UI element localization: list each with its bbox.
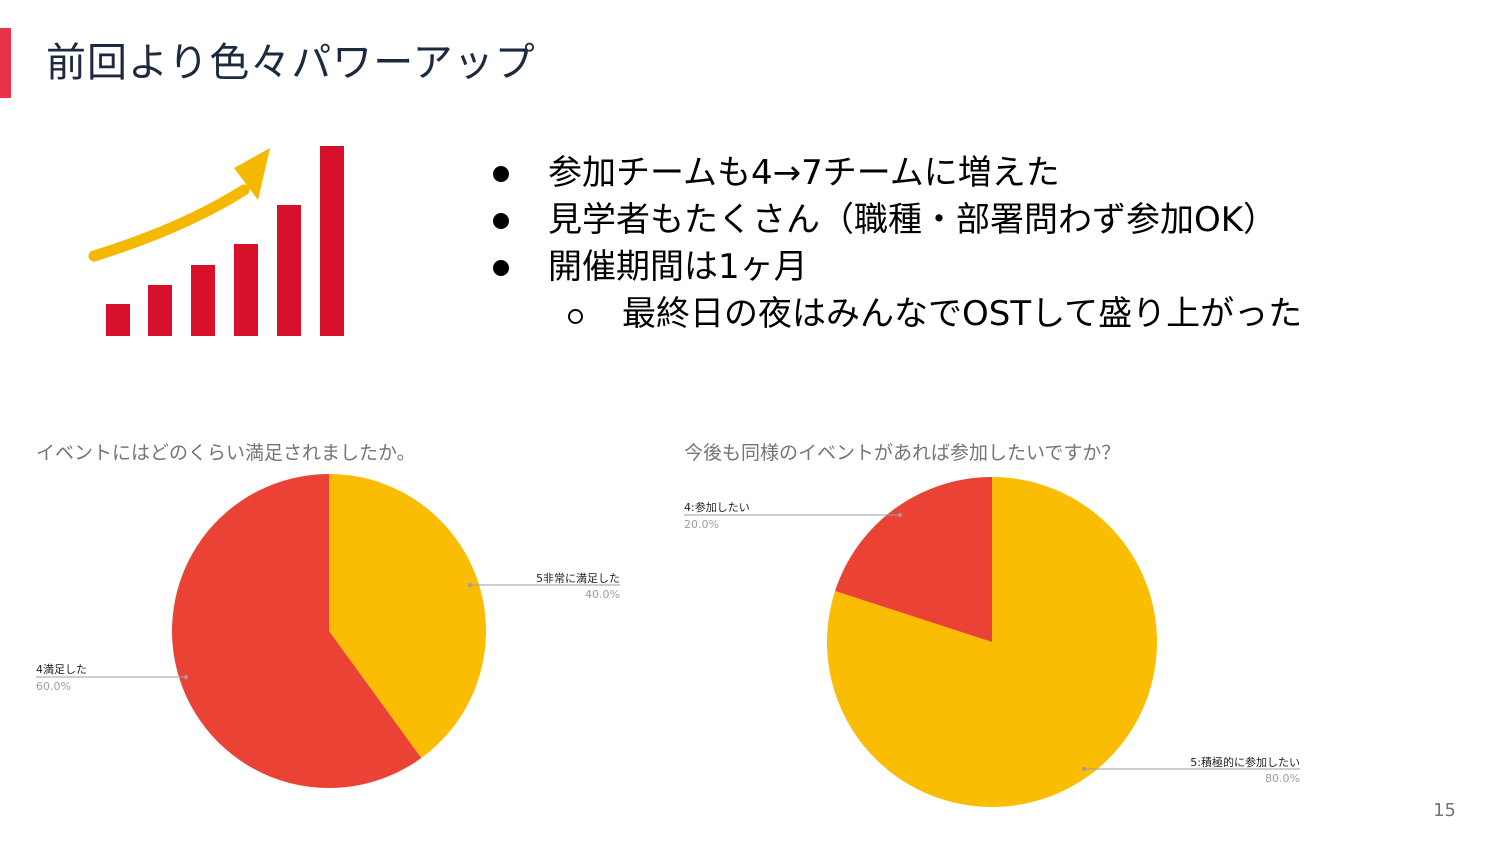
pie-leader-dot-1-1 <box>898 513 902 517</box>
bullet-list: 参加チームも4→7チームに増えた 見学者もたくさん（職種・部署問わず参加OK） … <box>490 150 1302 338</box>
sub-bullet-item: 最終日の夜はみんなでOSTして盛り上がった <box>490 291 1302 338</box>
page-title: 前回より色々パワーアップ <box>46 40 536 86</box>
chart-title-satisfaction: イベントにはどのくらい満足されましたか。 <box>36 442 416 464</box>
growth-bar-6 <box>320 146 344 336</box>
growth-chart-arrow-icon <box>88 146 344 336</box>
title-accent-bar <box>0 28 11 98</box>
growth-bar-5 <box>277 205 301 336</box>
pie-leader-dot-0-1 <box>184 675 188 679</box>
bullet-text: 開催期間は1ヶ月 <box>548 247 808 287</box>
page-number: 15 <box>1433 800 1456 821</box>
pie-label-0-1: 4満足した <box>36 663 87 676</box>
growth-arrow-head <box>234 148 270 200</box>
pie-leader-dot-1-0 <box>1082 767 1086 771</box>
pie-leader-dot-0-0 <box>468 583 472 587</box>
bullet-text: 見学者もたくさん（職種・部署問わず参加OK） <box>548 200 1278 240</box>
bullet-dot <box>493 166 509 182</box>
pie-percent-0-1: 60.0% <box>36 680 71 693</box>
bullet-item: 参加チームも4→7チームに増えた <box>490 150 1302 197</box>
growth-bar-1 <box>106 304 130 336</box>
growth-arrow-shaft <box>88 184 250 262</box>
pie-label-1-0: 5:積極的に参加したい <box>1190 755 1300 769</box>
bullet-item: 見学者もたくさん（職種・部署問わず参加OK） <box>490 197 1302 244</box>
pie-slice-0-0 <box>329 474 487 759</box>
growth-bar-4 <box>234 244 258 336</box>
pie-label-1-1: 4:参加したい <box>684 500 750 514</box>
sub-bullet-ring <box>568 309 583 324</box>
chart-title-future-participation: 今後も同様のイベントがあれば参加したいですか？ <box>684 442 1121 464</box>
bullet-text: 最終日の夜はみんなでOSTして盛り上がった <box>622 294 1303 334</box>
pie-slice-0-1 <box>172 474 422 788</box>
pie-label-0-0: 5非常に満足した <box>536 572 620 585</box>
pie-percent-1-1: 20.0% <box>684 518 719 531</box>
pie-percent-0-0: 40.0% <box>585 588 620 601</box>
growth-bar-2 <box>148 285 172 336</box>
bullet-text: 参加チームも4→7チームに増えた <box>548 153 1060 193</box>
growth-bar-3 <box>191 265 215 336</box>
pie-percent-1-0: 80.0% <box>1265 772 1300 785</box>
bullet-dot <box>493 260 509 276</box>
bullet-dot <box>493 213 509 229</box>
bullet-item: 開催期間は1ヶ月 <box>490 244 1302 291</box>
pie-slice-1-1 <box>835 477 992 642</box>
